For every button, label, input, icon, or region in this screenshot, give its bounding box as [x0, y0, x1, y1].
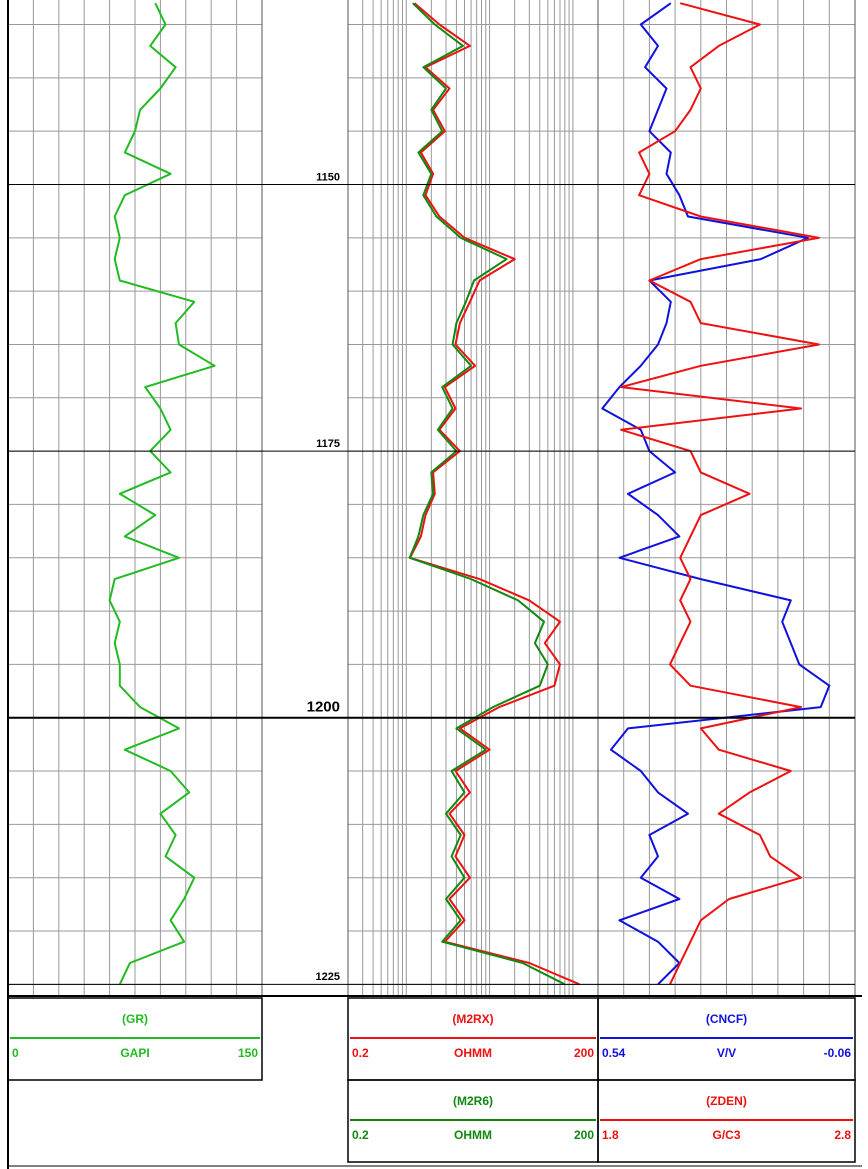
scale-right: 150	[238, 1046, 258, 1060]
scale-left: 0.2	[352, 1046, 369, 1060]
scale-right: -0.06	[824, 1046, 852, 1060]
curve-name: (ZDEN)	[706, 1094, 747, 1108]
log-curve	[601, 2, 831, 986]
depth-label: 1150	[316, 171, 340, 183]
scale-right: 200	[574, 1128, 594, 1142]
track	[108, 2, 216, 985]
scale-unit: OHMM	[454, 1046, 492, 1060]
scale-unit: OHMM	[454, 1128, 492, 1142]
track	[601, 2, 831, 986]
track	[408, 2, 580, 986]
scale-right: 2.8	[834, 1128, 851, 1142]
scale-unit: GAPI	[120, 1046, 149, 1060]
log-curve	[409, 2, 580, 986]
scale-unit: V/V	[717, 1046, 736, 1060]
curve-name: (M2R6)	[453, 1094, 493, 1108]
scale-left: 0.54	[602, 1046, 626, 1060]
curve-name: (GR)	[122, 1012, 148, 1026]
curve-name: (CNCF)	[706, 1012, 747, 1026]
scale-left: 1.8	[602, 1128, 619, 1142]
log-curve	[408, 2, 566, 986]
curve-name: (M2RX)	[452, 1012, 493, 1026]
log-curve	[108, 2, 216, 985]
scale-right: 200	[574, 1046, 594, 1060]
depth-label: 1225	[316, 971, 340, 983]
depth-label: 1200	[307, 699, 340, 716]
scale-unit: G/C3	[712, 1128, 740, 1142]
scale-left: 0.2	[352, 1128, 369, 1142]
depth-label: 1175	[316, 438, 340, 450]
log-curve	[620, 2, 820, 985]
header-box	[597, 1079, 856, 1163]
scale-left: 0	[12, 1046, 19, 1060]
